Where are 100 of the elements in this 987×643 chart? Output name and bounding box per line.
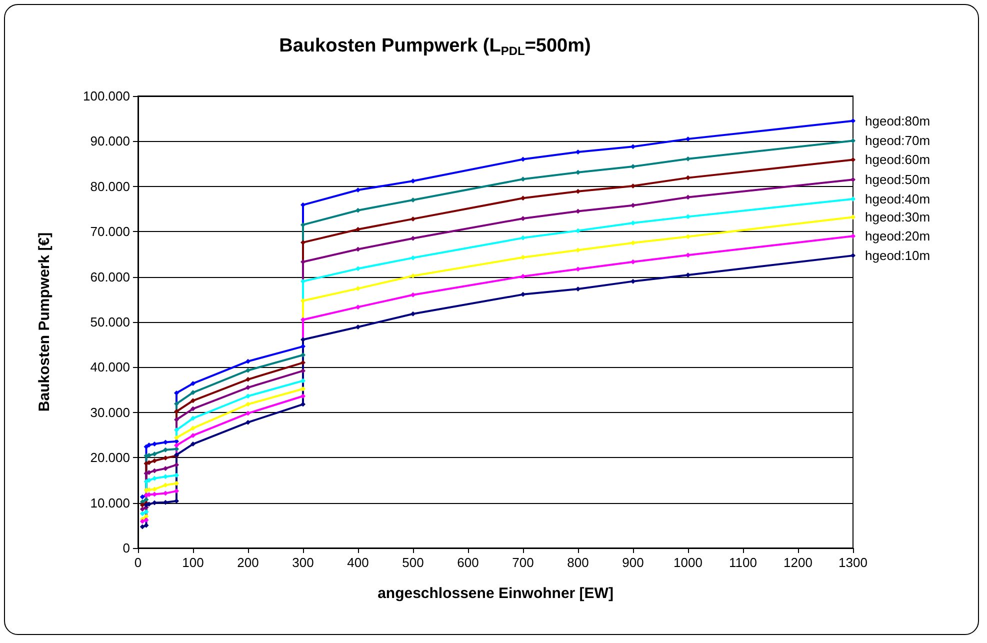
point — [686, 252, 690, 258]
x-axis-title: angeschlossene Einwohner [EW] — [378, 585, 614, 602]
point — [246, 420, 250, 425]
x-tick-label: 100 — [182, 555, 204, 570]
y-tick-label: 20.000 — [90, 450, 130, 466]
point — [630, 164, 636, 170]
point — [576, 248, 580, 253]
point — [520, 156, 526, 162]
point — [246, 358, 250, 364]
point — [146, 492, 152, 498]
point — [356, 246, 360, 252]
point — [246, 385, 250, 390]
series-label: hgeod:10m — [865, 248, 930, 264]
point — [163, 456, 168, 461]
point — [850, 118, 856, 124]
point — [630, 220, 636, 226]
point — [190, 406, 196, 412]
point — [152, 442, 157, 447]
point — [146, 502, 152, 507]
y-tick-label: 10.000 — [90, 495, 130, 510]
point — [246, 410, 250, 416]
point — [410, 197, 416, 202]
point — [140, 506, 145, 512]
point — [174, 446, 179, 452]
point — [190, 426, 196, 431]
x-tick-label: 400 — [347, 555, 369, 570]
point — [686, 194, 690, 200]
point — [356, 304, 360, 310]
y-tick-label: 0 — [122, 540, 130, 556]
y-tick-label: 80.000 — [90, 178, 130, 194]
point — [850, 157, 856, 162]
point — [520, 274, 526, 279]
x-tick-label: 1100 — [729, 555, 757, 570]
x-tick-label: 700 — [512, 555, 534, 570]
point — [576, 286, 580, 292]
point — [520, 235, 526, 240]
point — [140, 511, 145, 516]
point — [163, 447, 168, 452]
point — [144, 509, 149, 514]
point — [630, 278, 636, 284]
point — [410, 236, 416, 241]
point — [410, 178, 416, 184]
point — [520, 176, 526, 182]
point — [174, 462, 179, 468]
point — [300, 368, 306, 374]
point — [140, 494, 145, 500]
series-label: hgeod:20m — [865, 228, 930, 244]
point — [163, 490, 168, 496]
point — [300, 352, 306, 358]
point — [520, 292, 526, 297]
point — [520, 196, 526, 201]
point — [300, 378, 306, 384]
point — [850, 253, 856, 258]
point — [520, 216, 526, 221]
x-tick-label: 200 — [237, 555, 259, 570]
series-label: hgeod:60m — [865, 152, 930, 168]
point — [163, 482, 168, 488]
point — [246, 368, 250, 373]
point — [356, 208, 360, 213]
point — [300, 344, 306, 349]
point — [246, 402, 250, 407]
y-tick-label: 70.000 — [90, 224, 130, 240]
point — [174, 480, 179, 486]
point — [190, 442, 196, 447]
point — [152, 500, 157, 506]
point — [152, 468, 157, 474]
point — [576, 170, 580, 175]
point — [152, 492, 157, 497]
point — [850, 234, 856, 239]
x-tick-label: 900 — [622, 555, 644, 570]
x-tick-label: 1300 — [838, 555, 868, 570]
point — [146, 460, 152, 466]
x-tick-label: 500 — [402, 555, 424, 570]
series-label: hgeod:80m — [865, 113, 930, 128]
point — [850, 196, 856, 202]
point — [146, 478, 152, 483]
point — [686, 272, 690, 278]
point — [410, 273, 416, 278]
point — [174, 442, 179, 448]
x-tick-label: 600 — [457, 555, 479, 570]
point — [146, 487, 152, 492]
y-tick-label: 60.000 — [90, 269, 130, 284]
point — [576, 228, 580, 234]
point — [576, 188, 580, 194]
point — [356, 188, 360, 193]
point — [850, 177, 856, 182]
point — [356, 226, 360, 232]
point — [146, 470, 152, 476]
point — [174, 435, 179, 440]
point — [246, 394, 250, 399]
point — [520, 254, 526, 260]
series-label: hgeod:40m — [865, 192, 930, 207]
point — [850, 214, 856, 220]
point — [190, 390, 196, 396]
y-tick-label: 30.000 — [90, 404, 130, 420]
point — [410, 255, 416, 260]
point — [300, 394, 306, 399]
point — [630, 202, 636, 208]
point — [190, 432, 196, 438]
point — [410, 311, 416, 316]
